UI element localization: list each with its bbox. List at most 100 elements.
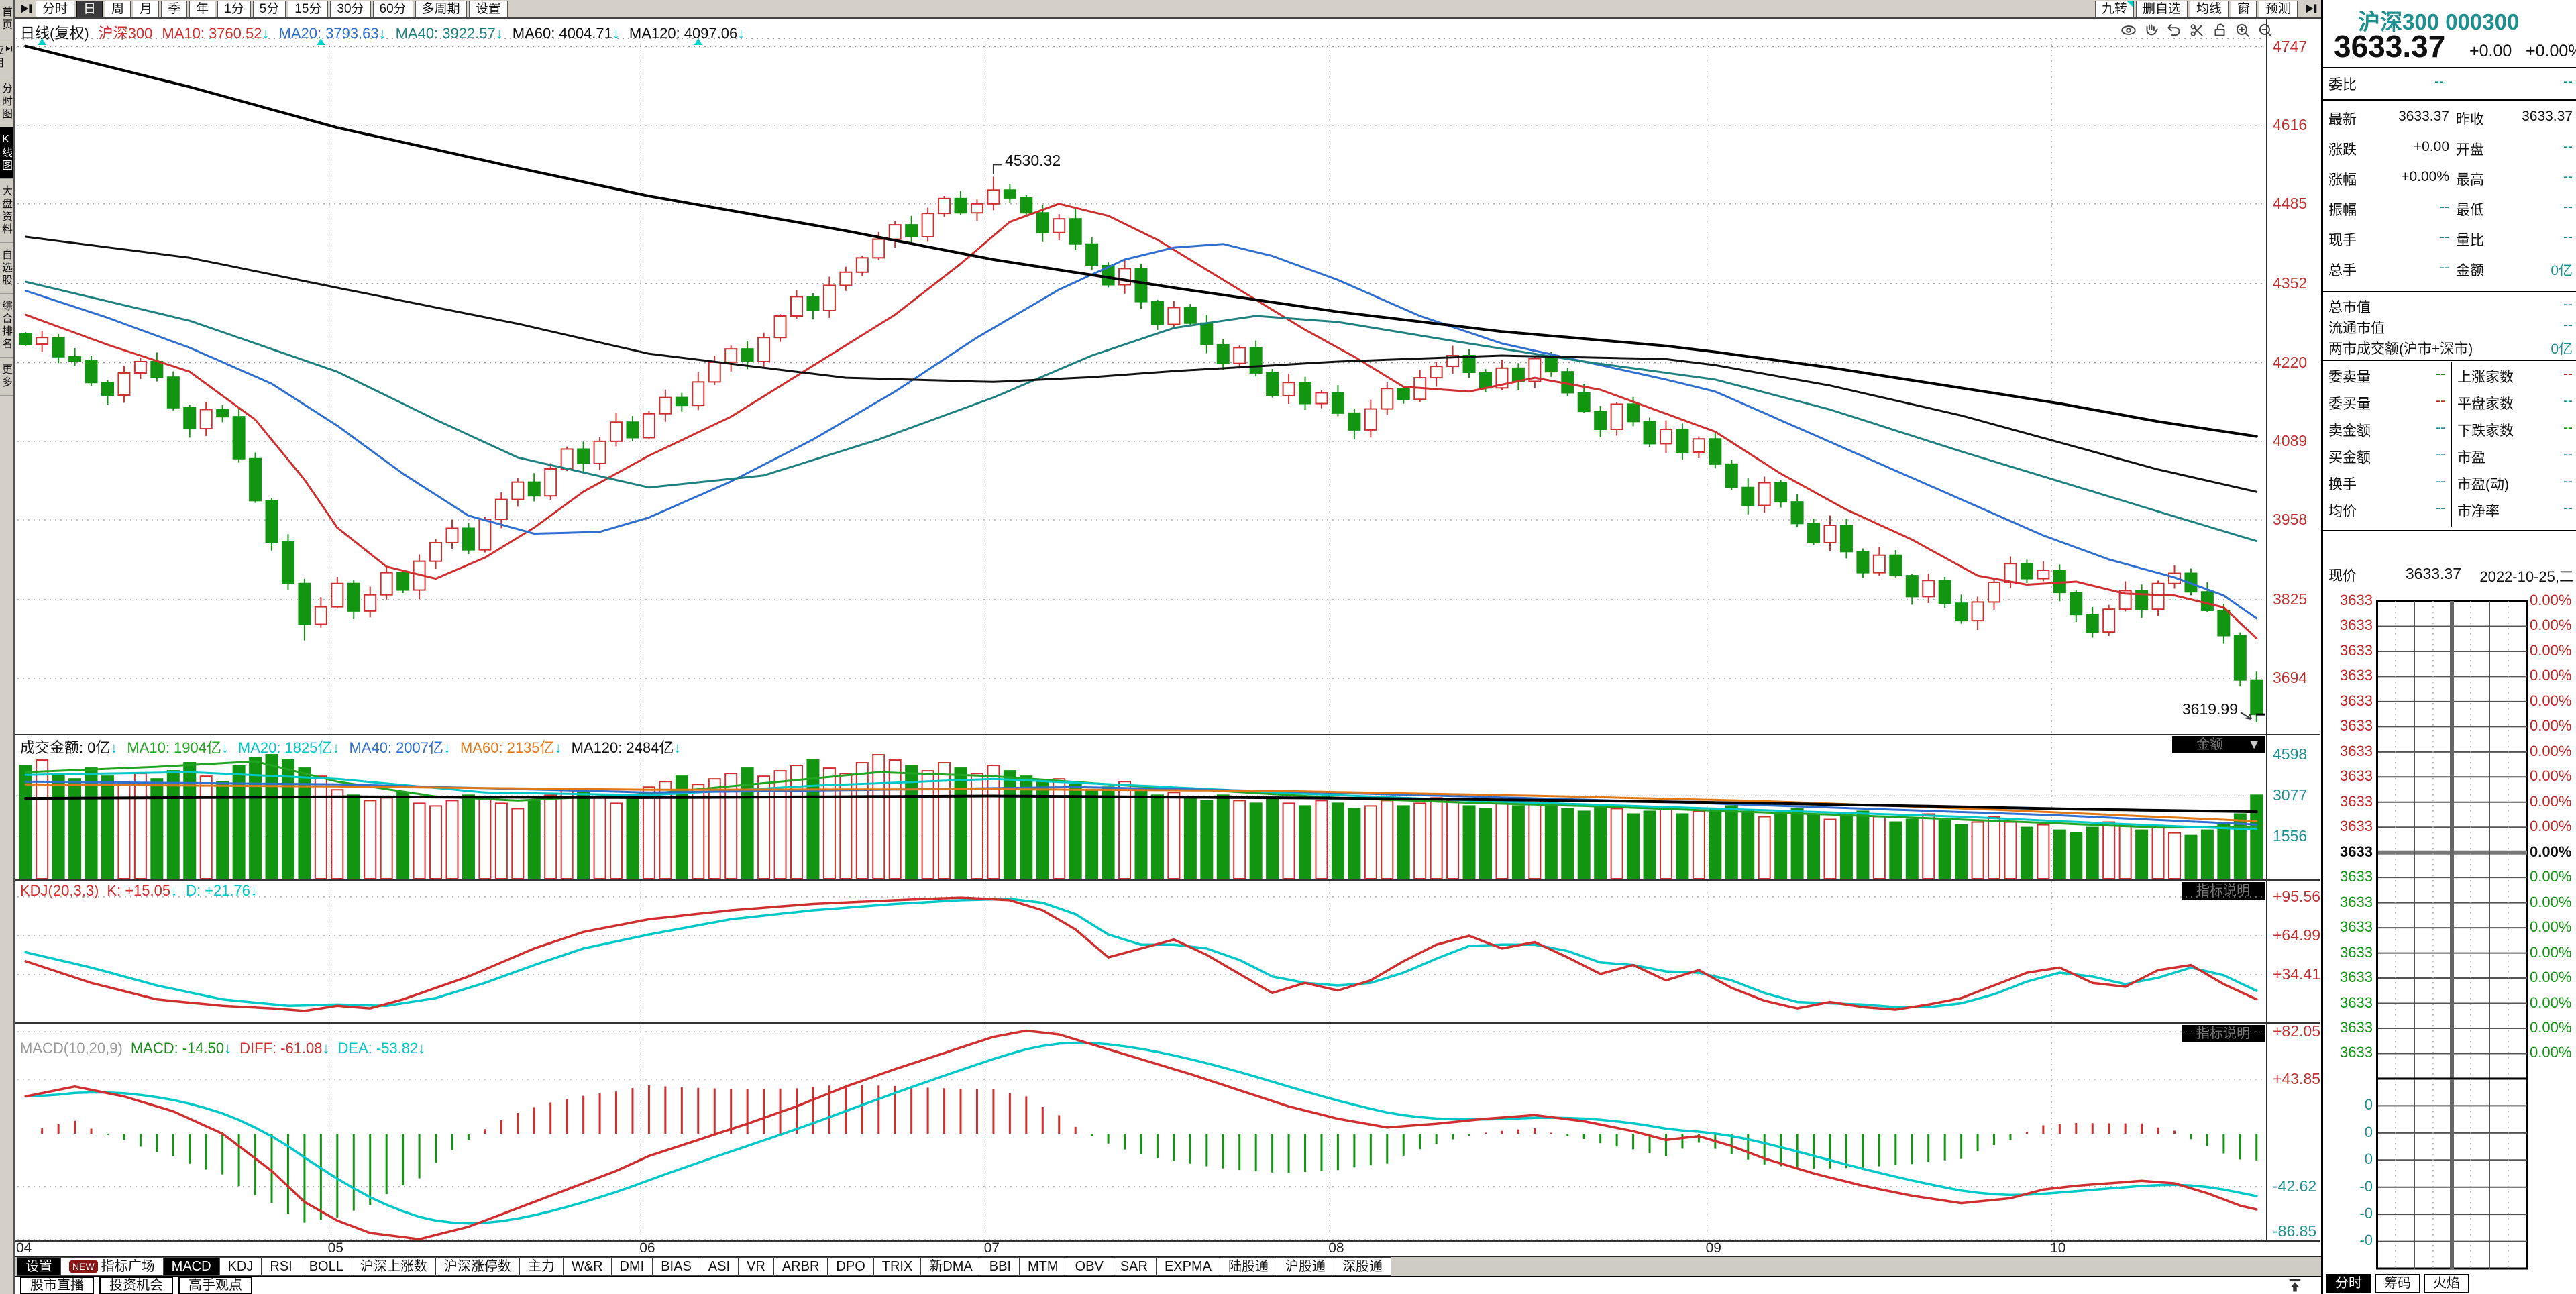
field-label: 市盈(动): [2457, 477, 2509, 492]
sidebar-item-综合排名[interactable]: 综合排名: [0, 294, 13, 358]
indicator-tab-RSI[interactable]: RSI: [261, 1257, 301, 1276]
play-bar-icon: [5, 44, 13, 54]
field-label: 最新: [2328, 112, 2357, 127]
period-tab-label: 周: [111, 1, 125, 16]
period-tab-季[interactable]: 季: [161, 0, 188, 17]
period-tab-设置[interactable]: 设置: [468, 0, 508, 17]
zoom-out-icon[interactable]: [2257, 21, 2274, 39]
tool-button-预测[interactable]: 预测: [2258, 0, 2298, 17]
indicator-tab-SAR[interactable]: SAR: [1111, 1257, 1157, 1276]
indicator-tab-label: SAR: [1120, 1259, 1148, 1274]
period-tab-60分[interactable]: 60分: [372, 0, 413, 17]
indicator-tab-MTM[interactable]: MTM: [1019, 1257, 1067, 1276]
tool-button-窗[interactable]: 窗: [2230, 0, 2257, 17]
tool-button-九转[interactable]: 九转: [2094, 0, 2134, 17]
lock-icon[interactable]: [2211, 21, 2229, 39]
down-arrow-icon: ↓: [378, 25, 386, 42]
undo-icon[interactable]: [2165, 21, 2183, 39]
period-tab-1分[interactable]: 1分: [217, 0, 251, 17]
bottom-link-股市直播[interactable]: 股市直播: [20, 1277, 94, 1294]
ma-label: MA120:: [571, 739, 623, 756]
indicator-tab-BIAS[interactable]: BIAS: [652, 1257, 700, 1276]
sidebar-item-应用[interactable]: 应用: [0, 38, 13, 76]
macd-axis-label: -86.85: [2273, 1222, 2317, 1240]
indicator-tab-label: BBI: [989, 1259, 1012, 1274]
quote-panel: 沪深300 000300 3633.37 +0.00 +0.00% 委比 -- --…: [2321, 0, 2576, 1294]
field-value: --: [2563, 447, 2573, 462]
period-tab-5分[interactable]: 5分: [252, 0, 286, 17]
period-tab-月[interactable]: 月: [133, 0, 160, 17]
period-tab-label: 多周期: [421, 1, 460, 16]
kdj-indicator-note-button[interactable]: 指标说明: [2182, 882, 2265, 900]
collapse-up-icon[interactable]: [2286, 1277, 2304, 1293]
period-tab-多周期[interactable]: 多周期: [415, 0, 467, 17]
period-tab-周[interactable]: 周: [105, 0, 131, 17]
collapse-right-icon[interactable]: [2304, 1, 2318, 16]
period-tab-15分[interactable]: 15分: [288, 0, 329, 17]
panel-tab-label: 筹码: [2384, 1276, 2411, 1291]
indicator-tab-沪股通[interactable]: 沪股通: [1276, 1257, 1334, 1276]
macd-indicator-note-button[interactable]: 指标说明: [2182, 1025, 2265, 1042]
ladder-price: 3633: [2340, 667, 2373, 684]
indicator-tab-OBV[interactable]: OBV: [1066, 1257, 1112, 1276]
indicator-tab-EXPMA[interactable]: EXPMA: [1155, 1257, 1220, 1276]
bottom-link-高手观点[interactable]: 高手观点: [178, 1277, 252, 1294]
panel-tab-筹码[interactable]: 筹码: [2375, 1274, 2420, 1293]
indicator-tab-TRIX[interactable]: TRIX: [873, 1257, 922, 1276]
bottom-link-投资机会[interactable]: 投资机会: [99, 1277, 173, 1294]
indicator-tab-KDJ[interactable]: KDJ: [219, 1257, 262, 1276]
tool-button-删自选[interactable]: 删自选: [2135, 0, 2188, 17]
indicator-tab-DMI[interactable]: DMI: [610, 1257, 653, 1276]
indicator-tab-W&R[interactable]: W&R: [562, 1257, 612, 1276]
kdj-part-label: K:: [107, 882, 121, 899]
hand-icon[interactable]: [2143, 21, 2160, 39]
sidebar-item-分时图[interactable]: 分时图: [0, 76, 13, 127]
eye-icon[interactable]: [2120, 21, 2137, 39]
next-period-icon[interactable]: [19, 1, 34, 16]
bottom-link-label: 高手观点: [189, 1278, 242, 1293]
sidebar-item-首页[interactable]: 首页: [0, 0, 13, 38]
sidebar-item-更多[interactable]: 更多: [0, 358, 13, 396]
indicator-tab-BOLL[interactable]: BOLL: [300, 1257, 352, 1276]
indicator-tab-深股通[interactable]: 深股通: [1333, 1257, 1391, 1276]
indicator-tab-label: BOLL: [309, 1259, 343, 1274]
ladder-pct: 0.00%: [2530, 592, 2572, 608]
amount-dropdown[interactable]: 金额 ▼: [2172, 736, 2265, 753]
indicator-tab-MACD[interactable]: MACD: [162, 1257, 220, 1276]
panel-tab-分时[interactable]: 分时: [2326, 1274, 2371, 1293]
indicator-tab-ARBR[interactable]: ARBR: [773, 1257, 828, 1276]
x-axis-month-label: 09: [1705, 1240, 1721, 1256]
indicator-tab-ASI[interactable]: ASI: [699, 1257, 739, 1276]
sidebar-item-自选股[interactable]: 自选股: [0, 243, 13, 294]
scissors-icon[interactable]: [2188, 21, 2206, 39]
sidebar-item-label: 首页: [0, 6, 11, 32]
tool-button-均线[interactable]: 均线: [2189, 0, 2229, 17]
indicator-tab-陆股通[interactable]: 陆股通: [1219, 1257, 1277, 1276]
volume-axis-label: 1556: [2273, 827, 2308, 845]
field-label: 涨跌: [2328, 142, 2357, 158]
ladder-sub-value: -0: [2359, 1177, 2373, 1195]
volume-axis-label: 3077: [2273, 786, 2308, 804]
period-tab-日[interactable]: 日: [76, 0, 103, 17]
indicator-tab-DPO[interactable]: DPO: [827, 1257, 874, 1276]
indicator-tab-沪深上涨数[interactable]: 沪深上涨数: [351, 1257, 436, 1276]
indicator-tab-新DMA[interactable]: 新DMA: [920, 1257, 981, 1276]
period-tab-年[interactable]: 年: [189, 0, 216, 17]
indicator-tab-label: OBV: [1075, 1259, 1104, 1274]
indicator-tab-设置[interactable]: 设置: [17, 1257, 61, 1276]
indicator-tab-沪深涨停数[interactable]: 沪深涨停数: [435, 1257, 520, 1276]
sidebar-item-大盘资料[interactable]: 大盘资料: [0, 179, 13, 243]
zoom-in-icon[interactable]: [2234, 21, 2251, 39]
period-tab-30分[interactable]: 30分: [330, 0, 371, 17]
panel-tab-火焰[interactable]: 火焰: [2424, 1274, 2469, 1293]
field-label: 涨幅: [2328, 172, 2357, 188]
indicator-tab-BBI[interactable]: BBI: [980, 1257, 1020, 1276]
ma-value: 3793.63: [325, 25, 379, 42]
weibi-value-2: --: [2563, 74, 2573, 89]
indicator-tab-指标广场[interactable]: NEW 指标广场: [60, 1257, 164, 1276]
symbol-title[interactable]: 沪深300 000300: [2358, 9, 2520, 34]
sidebar-item-K线图[interactable]: K线图: [0, 127, 13, 179]
period-tab-分时[interactable]: 分时: [36, 0, 75, 17]
indicator-tab-VR[interactable]: VR: [738, 1257, 774, 1276]
indicator-tab-主力[interactable]: 主力: [519, 1257, 564, 1276]
